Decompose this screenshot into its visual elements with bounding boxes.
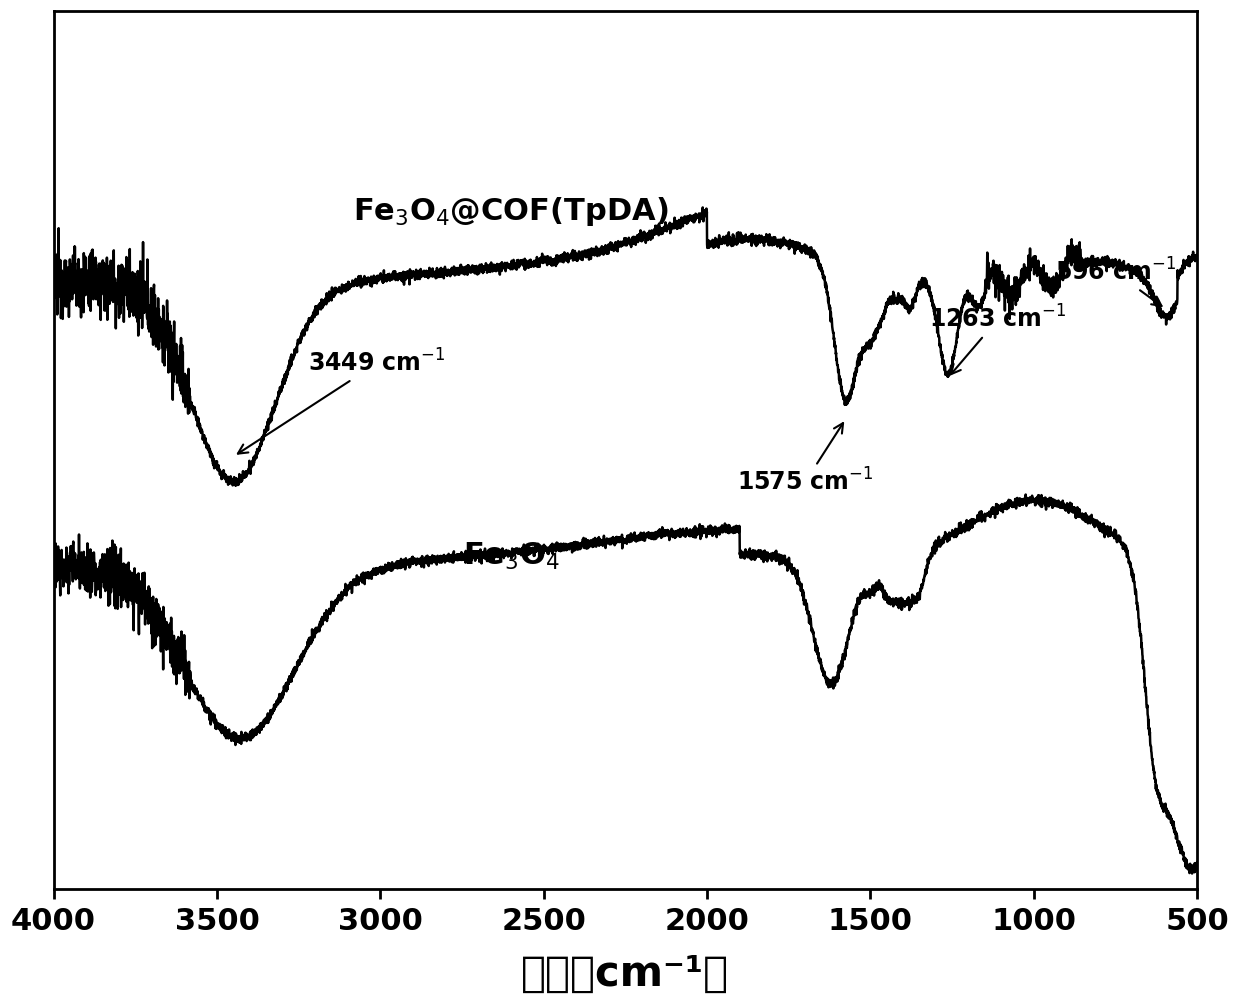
Text: Fe$_3$O$_4$: Fe$_3$O$_4$ <box>463 541 559 572</box>
Text: 3449 cm$^{-1}$: 3449 cm$^{-1}$ <box>238 349 446 454</box>
X-axis label: 波数（cm⁻¹）: 波数（cm⁻¹） <box>521 953 729 995</box>
Text: 596 cm$^{-1}$: 596 cm$^{-1}$ <box>1055 259 1176 306</box>
Text: 1575 cm$^{-1}$: 1575 cm$^{-1}$ <box>737 424 873 496</box>
Text: Fe$_3$O$_4$@COF(TpDA): Fe$_3$O$_4$@COF(TpDA) <box>353 195 668 228</box>
Text: 1263 cm$^{-1}$: 1263 cm$^{-1}$ <box>929 306 1066 374</box>
